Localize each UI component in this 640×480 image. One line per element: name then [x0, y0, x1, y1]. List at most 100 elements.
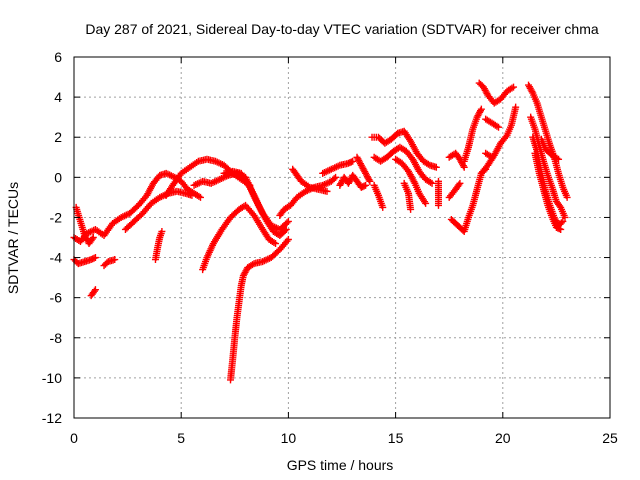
data-point: [196, 193, 204, 201]
series-arc-14: [289, 165, 331, 195]
series-arc-27: [460, 105, 485, 165]
series-arc-03: [70, 254, 99, 268]
data-point: [330, 175, 338, 183]
data-point: [556, 202, 564, 210]
data-point: [455, 181, 463, 189]
data-point: [456, 179, 464, 187]
data-point: [495, 123, 503, 131]
series-arc-21: [392, 155, 430, 207]
data-point: [528, 87, 536, 95]
series-arc-11: [199, 201, 280, 274]
data-point: [366, 177, 374, 185]
data-point: [91, 286, 99, 294]
data-point: [248, 261, 256, 269]
series-arc-29: [482, 115, 503, 131]
series-arc-22: [400, 179, 415, 213]
series-arc-02: [121, 187, 196, 233]
data-point: [428, 179, 436, 187]
x-tick-label: 15: [388, 430, 404, 446]
data-point: [281, 227, 289, 235]
y-tick-label: -12: [42, 410, 62, 426]
x-tick-label: 20: [495, 430, 511, 446]
grid-lines: [74, 57, 610, 418]
data-point: [195, 192, 203, 200]
data-point: [477, 107, 485, 115]
series-arc-04: [100, 256, 119, 270]
y-tick-label: -10: [42, 370, 62, 386]
data-point: [460, 163, 468, 171]
series-arc-18: [368, 127, 440, 171]
series-arc-01: [70, 169, 204, 246]
series-arc-05: [87, 286, 99, 300]
data-point: [284, 236, 292, 244]
data-point: [432, 163, 440, 171]
x-axis-title: GPS time / hours: [287, 457, 394, 473]
data-point: [512, 103, 520, 111]
data-points: [70, 79, 571, 384]
data-point: [283, 219, 291, 227]
x-tick-label: 10: [281, 430, 297, 446]
data-point: [459, 162, 467, 170]
data-point: [323, 187, 331, 195]
data-point: [555, 155, 563, 163]
tick-labels: 0 5 10 15 20 25 -12 -10 -8 -6 -4 -2 0 2 4 6: [42, 49, 618, 446]
data-point: [422, 199, 430, 207]
x-tick-label: 0: [70, 430, 78, 446]
x-tick-label: 5: [177, 430, 185, 446]
series-arc-12: [227, 236, 292, 384]
y-tick-label: 0: [54, 169, 62, 185]
data-point: [188, 191, 196, 199]
data-point: [502, 133, 510, 141]
data-point: [332, 173, 340, 181]
y-tick-label: -6: [50, 290, 63, 306]
data-point: [365, 176, 373, 184]
data-point: [434, 201, 442, 209]
data-point: [510, 83, 518, 91]
data-point: [89, 234, 97, 241]
plot-border: [73, 56, 611, 419]
data-point: [379, 203, 387, 211]
data-point: [284, 217, 292, 225]
series-arc-07: [151, 227, 166, 264]
data-point: [349, 157, 357, 165]
series-arc-24: [445, 179, 464, 201]
y-tick-label: -8: [50, 330, 63, 346]
x-tick-label: 25: [602, 430, 618, 446]
series-arc-28: [475, 79, 518, 107]
data-point: [272, 240, 280, 248]
data-point: [111, 256, 119, 264]
series-arc-16: [336, 171, 370, 191]
series-arc-32: [525, 81, 571, 201]
series-arc-19: [370, 143, 436, 187]
y-tick-label: 6: [54, 49, 62, 65]
series-arc-15: [319, 157, 357, 177]
data-point: [477, 105, 485, 113]
data-point: [88, 235, 96, 243]
chart-title: Day 287 of 2021, Sidereal Day-to-day VTE…: [85, 21, 598, 37]
data-point: [90, 287, 98, 295]
data-point: [91, 254, 99, 262]
data-point: [557, 225, 565, 233]
series-arc-35: [531, 149, 565, 233]
data-point: [557, 219, 565, 227]
tick-marks: [73, 56, 611, 419]
data-point: [424, 160, 432, 168]
data-point: [563, 193, 571, 201]
series-arc-10: [220, 167, 290, 239]
series-arc-06: [72, 203, 97, 248]
y-axis-title: SDTVAR / TECUs: [5, 182, 21, 294]
y-tick-label: -2: [50, 209, 63, 225]
series-arc-13: [276, 173, 340, 219]
data-point: [282, 225, 290, 233]
series-arc-31: [477, 103, 520, 177]
data-point: [561, 213, 569, 221]
series-arc-20: [370, 181, 387, 211]
data-point: [158, 227, 166, 235]
data-point: [508, 84, 516, 92]
data-point: [493, 122, 501, 130]
y-tick-label: -4: [50, 250, 63, 266]
data-point: [407, 205, 415, 213]
series-arc-26: [447, 165, 490, 235]
data-point: [426, 178, 434, 186]
